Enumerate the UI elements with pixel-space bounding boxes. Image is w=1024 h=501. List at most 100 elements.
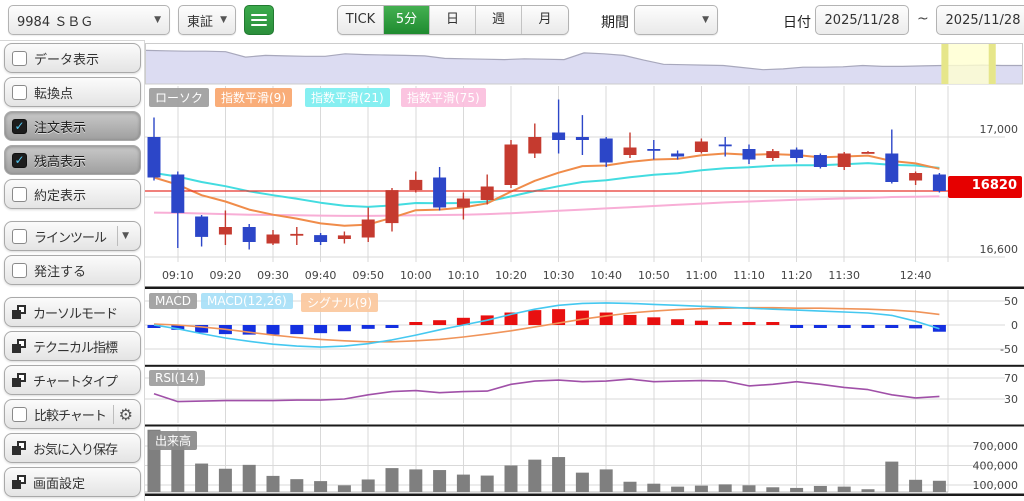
navigator-selection-right-handle[interactable] — [988, 44, 996, 84]
candle-body — [480, 186, 494, 200]
chevron-down-icon: ▼ — [702, 15, 709, 25]
volume-panel: 700,000 400,000 100,000 — [145, 429, 1019, 493]
volume-bar — [575, 472, 589, 492]
time-axis-label: 12:40 — [900, 269, 932, 282]
time-axis-label: 10:50 — [638, 269, 670, 282]
volume-bar — [528, 459, 542, 492]
volume-bar — [266, 475, 280, 492]
macd-histogram-bar — [694, 320, 708, 325]
macd-histogram-bar — [552, 309, 566, 325]
volume-bar — [623, 481, 637, 492]
toggle-data-display[interactable]: データ表示 — [4, 43, 141, 73]
candle-body — [266, 234, 280, 244]
rsi-panel: 70 30 — [145, 372, 1018, 406]
candle-body — [718, 144, 732, 147]
watchlist-button[interactable] — [244, 5, 274, 35]
legend-candle: ローソク — [149, 88, 210, 107]
toggle-turning-point[interactable]: 転換点 — [4, 77, 141, 107]
toggle-place-order[interactable]: 発注する — [4, 255, 141, 285]
timeframe-tick[interactable]: TICK — [338, 6, 384, 34]
candle-body — [623, 147, 637, 155]
volume-axis-label: 100,000 — [973, 479, 1019, 492]
legend-rsi: RSI(14) — [149, 370, 206, 386]
date-to-input[interactable]: 2025/11/28 — [936, 5, 1024, 35]
timeframe-week[interactable]: 週 — [476, 6, 522, 34]
chart-type-button[interactable]: チャートタイプ — [4, 365, 141, 395]
chart-area: 17,00016,80016,60009:1009:2009:3009:4009… — [145, 40, 1024, 501]
volume-bar — [718, 484, 732, 492]
left-sidebar: データ表示 転換点 ✓ 注文表示 ✓ 残高表示 約定表示 ラインツール ▼ 発注… — [0, 41, 145, 501]
navigator-area — [146, 50, 1022, 84]
timeframe-5min[interactable]: 5分 — [384, 6, 430, 34]
chevron-down-icon[interactable]: ▼ — [122, 231, 129, 241]
macd-histogram-bar — [456, 317, 470, 325]
ema9-line — [153, 152, 940, 227]
macd-histogram-bar — [337, 325, 351, 332]
legend-ema9: 指数平滑(9) — [215, 88, 292, 107]
legend-signal: シグナル(9) — [301, 293, 378, 312]
windows-icon — [12, 475, 26, 489]
legend-macd-line: MACD(12,26) — [201, 293, 293, 309]
legend-macd: MACD — [149, 293, 197, 309]
windows-icon — [12, 373, 26, 387]
timeframe-day[interactable]: 日 — [430, 6, 476, 34]
macd-histogram-bar — [409, 322, 423, 325]
checkbox-icon — [12, 228, 27, 244]
compare-chart-button[interactable]: 比較チャート ⚙ — [4, 399, 141, 429]
date-from-input[interactable]: 2025/11/28 — [815, 5, 909, 35]
checkbox-icon — [12, 186, 27, 202]
chart-canvas[interactable]: 17,00016,80016,60009:1009:2009:3009:4009… — [145, 40, 1024, 501]
top-toolbar: 9984 ＳＢＧ ▼ 東証 ▼ TICK 5分 日 週 月 期間 ▼ 日付 20… — [0, 0, 1024, 41]
date-range-separator: ~ — [917, 11, 929, 27]
technical-indicator-button[interactable]: テクニカル指標 — [4, 331, 141, 361]
volume-bar — [456, 474, 470, 492]
price-panel: 17,00016,80016,60009:1009:2009:3009:4009… — [145, 99, 1018, 282]
candle-body — [385, 190, 399, 224]
timeframe-month[interactable]: 月 — [522, 6, 568, 34]
symbol-select-value: 9984 ＳＢＧ — [17, 14, 94, 30]
windows-icon — [12, 339, 26, 353]
candle-body — [790, 149, 804, 158]
volume-axis-label: 400,000 — [973, 460, 1019, 473]
macd-panel: 50 0 -50 — [145, 295, 1018, 356]
time-axis-label: 11:00 — [686, 269, 718, 282]
volume-axis-label: 700,000 — [973, 440, 1019, 453]
panel-separator — [145, 493, 1024, 496]
volume-bar — [909, 479, 923, 492]
volume-bar — [218, 468, 232, 492]
screen-settings-button[interactable]: 画面設定 — [4, 467, 141, 497]
volume-bar — [361, 479, 375, 492]
market-select[interactable]: 東証 ▼ — [178, 5, 236, 35]
candle-body — [599, 138, 613, 163]
period-select[interactable]: ▼ — [634, 5, 718, 35]
time-axis-label: 10:00 — [400, 269, 432, 282]
candle-body — [837, 153, 851, 167]
candle-body — [694, 141, 708, 152]
volume-bar — [647, 483, 661, 492]
toggle-line-tool[interactable]: ラインツール ▼ — [4, 221, 141, 251]
chevron-down-icon: ▼ — [154, 15, 161, 25]
toggle-order-display[interactable]: ✓ 注文表示 — [4, 111, 141, 141]
candle-body — [409, 179, 423, 191]
candle-body — [337, 235, 351, 239]
candle-body — [766, 151, 780, 158]
toggle-balance-display[interactable]: ✓ 残高表示 — [4, 145, 141, 175]
time-axis-label: 10:30 — [543, 269, 575, 282]
symbol-select[interactable]: 9984 ＳＢＧ ▼ — [8, 5, 170, 35]
list-icon — [251, 14, 267, 16]
panel-separator — [145, 424, 1024, 427]
windows-icon — [12, 305, 26, 319]
navigator-strip — [145, 43, 1023, 85]
date-label: 日付 — [783, 15, 811, 31]
volume-bar — [242, 464, 256, 492]
candle-body — [504, 144, 518, 185]
toggle-execution-display[interactable]: 約定表示 — [4, 179, 141, 209]
volume-bar — [552, 457, 566, 492]
time-axis-label: 09:40 — [305, 269, 337, 282]
time-axis-label: 10:40 — [590, 269, 622, 282]
save-favorite-button[interactable]: お気に入り保存 — [4, 433, 141, 463]
cursor-mode-button[interactable]: カーソルモード — [4, 297, 141, 327]
gear-icon[interactable]: ⚙ — [112, 404, 133, 424]
candle-body — [218, 227, 232, 235]
macd-histogram-bar — [314, 325, 328, 334]
